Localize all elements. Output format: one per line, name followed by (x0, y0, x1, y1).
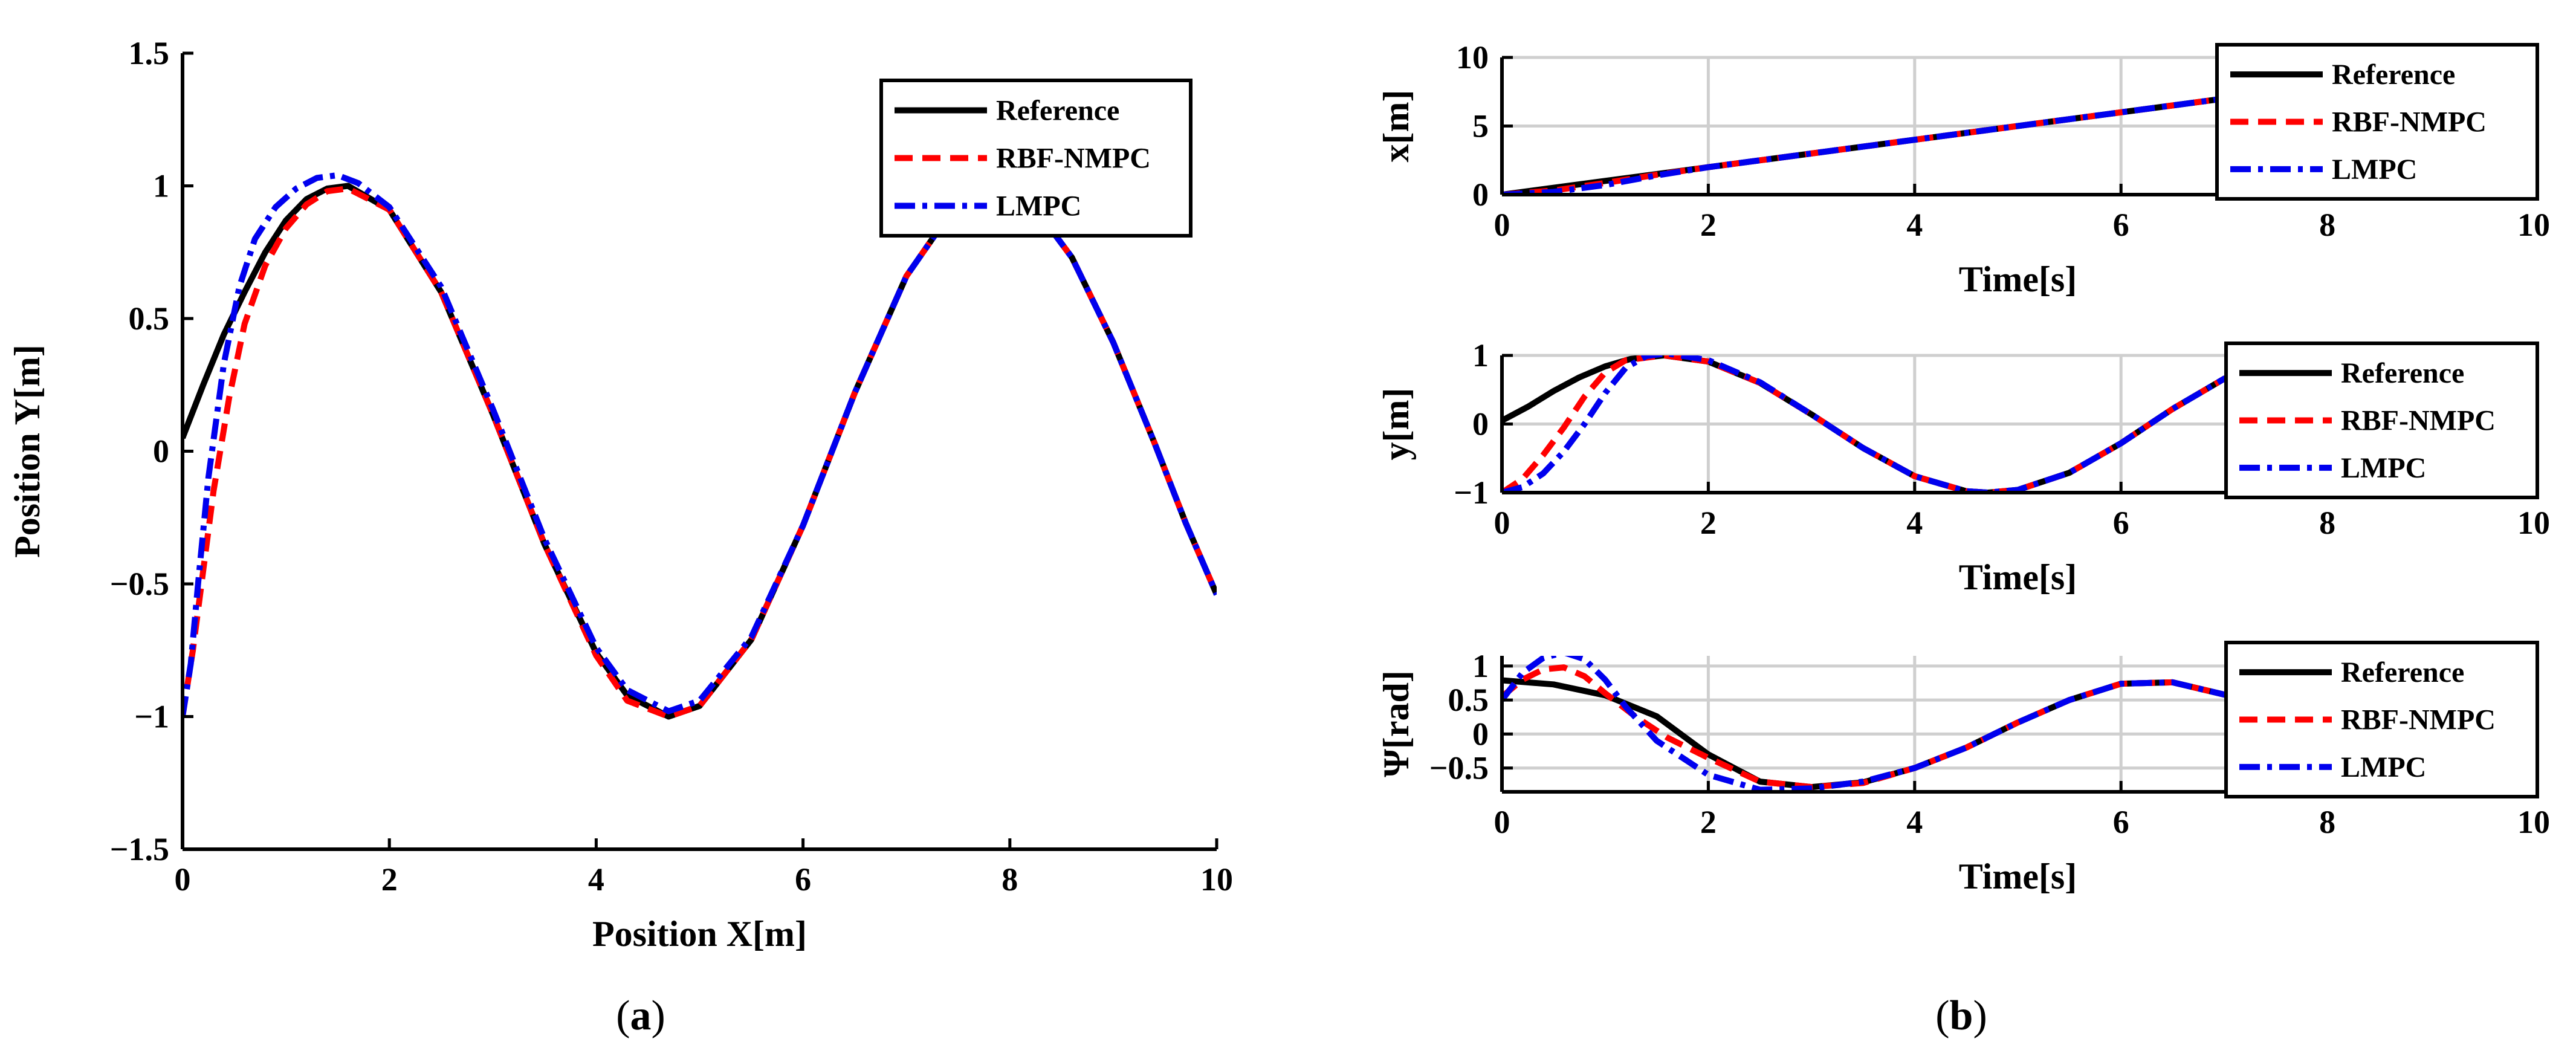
legend: Reference RBF-NMPC LMPC (2224, 641, 2539, 798)
legend-label: LMPC (2332, 154, 2417, 186)
x-tick-label: 2 (1700, 207, 1717, 243)
x-tick-label: 0 (1494, 207, 1510, 243)
y-tick-label: 1 (153, 168, 169, 204)
legend: Reference RBF-NMPC LMPC (879, 79, 1193, 238)
panel-caption-letter: b (1950, 992, 1973, 1039)
series-line-rbf-nmpc (183, 183, 1217, 720)
x-tick-label: 0 (1494, 804, 1510, 840)
y-tick-label: −1 (134, 699, 169, 735)
legend-label: RBF-NMPC (996, 143, 1151, 175)
x-tick-label: 0 (1494, 505, 1510, 541)
legend-label: LMPC (996, 190, 1081, 222)
legend-label: Reference (2341, 656, 2464, 688)
x-tick-label: 8 (2319, 207, 2335, 243)
x-tick-label: 2 (1700, 505, 1717, 541)
x-axis-label: Time[s] (1959, 557, 2077, 597)
legend-label: Reference (996, 95, 1119, 127)
legend-label: Reference (2332, 59, 2455, 91)
x-tick-label: 6 (2113, 804, 2129, 840)
x-tick-label: 10 (2517, 505, 2550, 541)
panel-caption-letter: a (630, 992, 652, 1039)
y-tick-label: 0 (1472, 176, 1489, 213)
chart-b2: 0 2 4 6 8 10−101Time[s]y[m]ReferenceRBF-NMPCL… (1376, 337, 2550, 597)
legend: Reference RBF-NMPC LMPC (2215, 43, 2539, 201)
panel-caption: (a) (616, 992, 665, 1039)
y-axis-label: y[m] (1376, 388, 1416, 461)
legend-label: RBF-NMPC (2341, 405, 2496, 437)
y-tick-label: 0 (153, 433, 169, 470)
x-axis-label: Position X[m] (592, 914, 807, 954)
y-tick-label: 1.5 (129, 35, 170, 71)
chart-b1: 0 2 4 6 8 100510Time[s]x[m]ReferenceRBF-NMPCL… (1376, 39, 2550, 1039)
y-axis-label: Ψ[rad] (1376, 670, 1416, 777)
legend-label: RBF-NMPC (2341, 704, 2496, 736)
y-tick-label: −0.5 (1429, 750, 1489, 786)
x-tick-label: 2 (1700, 804, 1717, 840)
x-axis-label: Time[s] (1959, 259, 2077, 299)
chart-a: 0 2 4 6 8 10 −1.5 −1 −0.5 0 0.5 1 1.5 Position X[m] Po… (7, 35, 1233, 1039)
y-tick-label: 1 (1472, 337, 1489, 374)
x-tick-label: 4 (1906, 804, 1923, 840)
y-tick-label: 0 (1472, 406, 1489, 442)
x-tick-label: 2 (381, 861, 398, 898)
legend-label: LMPC (2341, 751, 2426, 783)
y-tick-label: −0.5 (110, 566, 169, 602)
series-line-reference (183, 183, 1217, 720)
legend: Reference RBF-NMPC LMPC (2224, 342, 2539, 499)
series-group (183, 172, 1217, 720)
y-tick-label: 10 (1456, 39, 1489, 76)
x-tick-label: 10 (2517, 207, 2550, 243)
y-tick-label: 5 (1472, 108, 1489, 144)
x-tick-label: 4 (1906, 505, 1923, 541)
x-tick-label: 4 (1906, 207, 1923, 243)
y-tick-label: 0.5 (129, 300, 170, 337)
y-tick-label: −1.5 (110, 831, 169, 867)
y-tick-label: −1 (1454, 474, 1489, 511)
x-tick-label: 8 (2319, 505, 2335, 541)
y-tick-label: 1 (1472, 648, 1489, 684)
y-tick-label: 0.5 (1448, 682, 1489, 718)
legend-label: RBF-NMPC (2332, 106, 2487, 138)
x-tick-label: 4 (588, 861, 604, 898)
y-axis-label: x[m] (1376, 90, 1416, 163)
x-axis-label: Time[s] (1959, 856, 2077, 896)
series-line-lmpc (183, 172, 1217, 717)
x-tick-label: 6 (795, 861, 811, 898)
x-tick-label: 0 (175, 861, 191, 898)
legend-label: LMPC (2341, 452, 2426, 484)
x-tick-label: 8 (2319, 804, 2335, 840)
x-tick-label: 6 (2113, 207, 2129, 243)
legend-label: Reference (2341, 357, 2464, 389)
x-tick-label: 10 (1200, 861, 1233, 898)
y-tick-label: 0 (1472, 716, 1489, 752)
x-tick-label: 6 (2113, 505, 2129, 541)
y-axis-label: Position Y[m] (7, 345, 47, 558)
x-tick-label: 10 (2517, 804, 2550, 840)
x-tick-label: 8 (1002, 861, 1018, 898)
panel-caption: (b) (1935, 992, 1987, 1039)
